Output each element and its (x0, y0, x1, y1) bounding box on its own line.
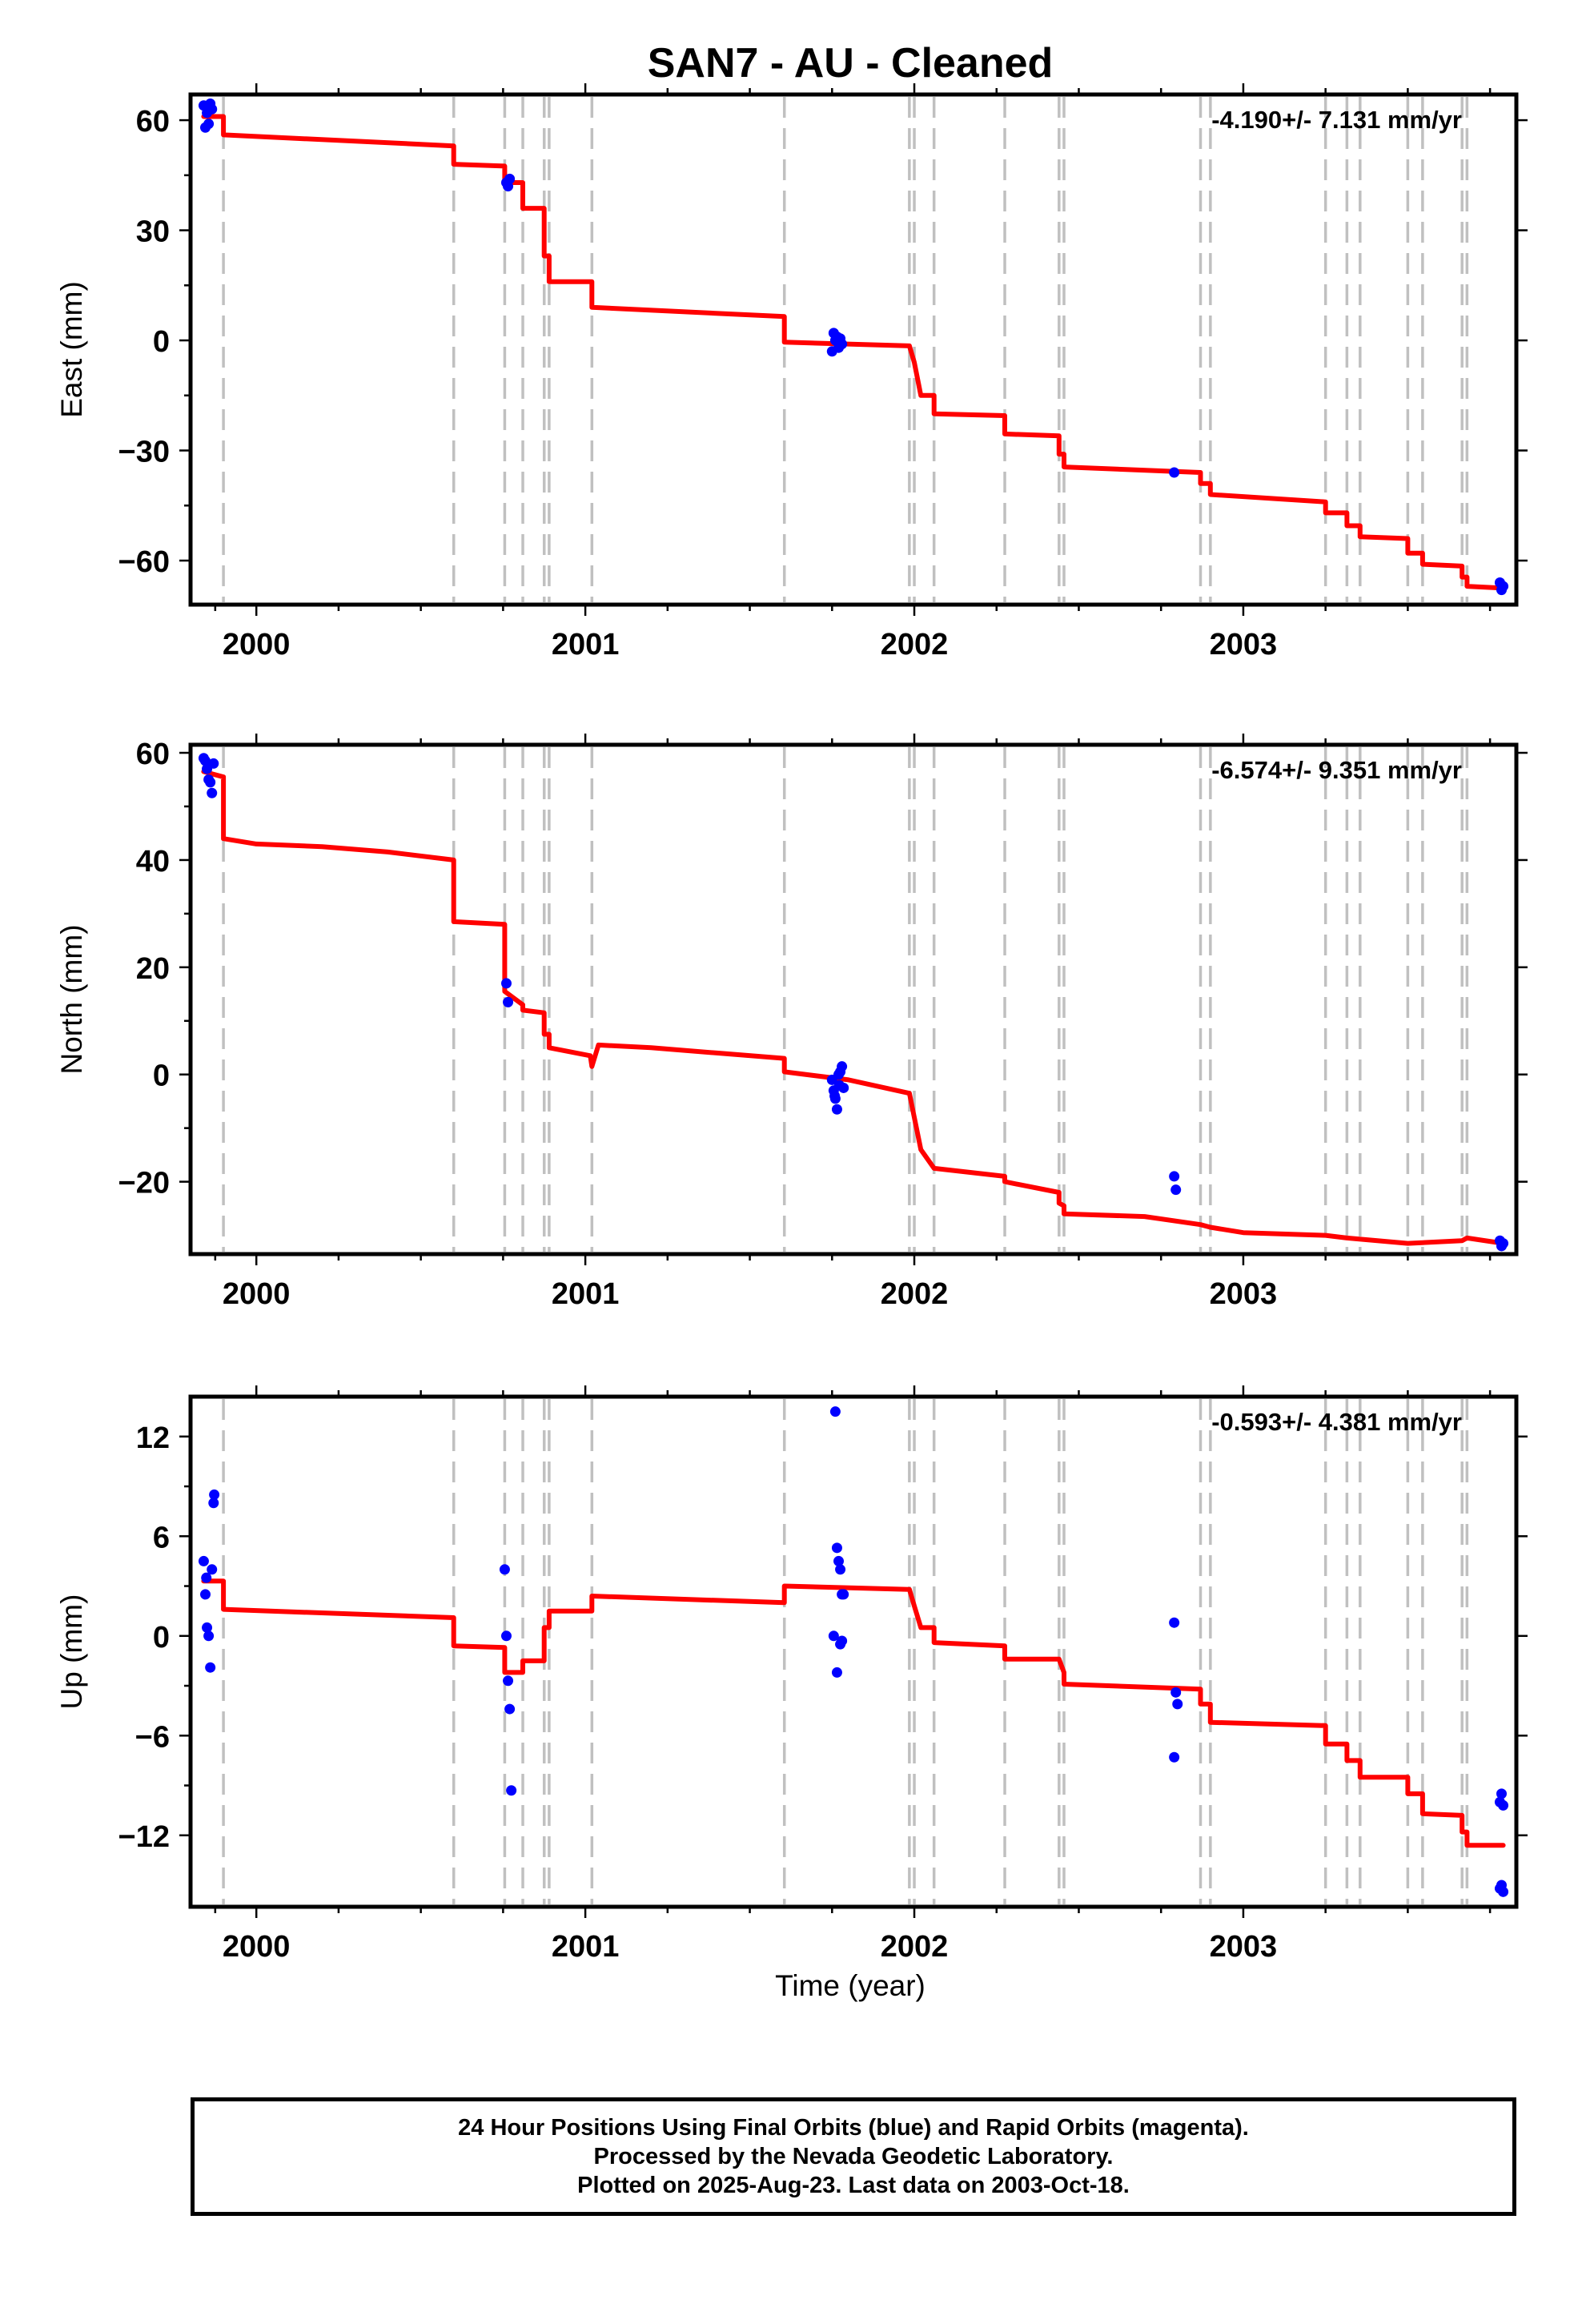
x-tick-label: 2000 (223, 628, 291, 661)
y-tick-label: 0 (153, 1621, 170, 1655)
y-axis-label: East (mm) (55, 281, 88, 418)
y-tick-label: 30 (136, 215, 170, 249)
y-tick-label: −60 (118, 545, 170, 579)
y-tick-label: 0 (153, 325, 170, 359)
model-line (201, 114, 1506, 591)
y-tick-label: 20 (136, 952, 170, 986)
data-point (205, 1662, 216, 1673)
data-point (504, 173, 516, 184)
data-point (835, 1564, 846, 1575)
data-point (499, 1564, 510, 1575)
data-point (208, 1498, 219, 1509)
x-tick-label: 2002 (881, 1277, 949, 1311)
data-point (198, 1555, 209, 1566)
x-tick-label: 2001 (552, 1277, 620, 1311)
footer-line-1: 24 Hour Positions Using Final Orbits (bl… (458, 2115, 1249, 2141)
data-point (1498, 581, 1509, 592)
y-axis-label: Up (mm) (55, 1594, 88, 1710)
data-point (207, 1564, 218, 1575)
x-tick-label: 2002 (881, 628, 949, 661)
y-tick-label: 40 (136, 845, 170, 879)
data-point (500, 1630, 512, 1642)
data-point (500, 978, 512, 989)
y-axis-label: North (mm) (55, 924, 88, 1074)
data-point (207, 103, 218, 115)
panel-frame (188, 92, 1519, 607)
y-tick-label: 6 (153, 1521, 170, 1554)
data-point (1169, 1171, 1180, 1182)
panel-1: 2000 2001 2002 2003 60 30 0 −30 −60 East (mm) -4.1… (55, 83, 1528, 661)
data-point (207, 787, 218, 798)
rate-label: -4.190+/- 7.131 mm/yr (1211, 106, 1462, 134)
data-point (828, 1630, 839, 1642)
x-tick-label: 2003 (1210, 628, 1278, 661)
y-tick-label: −6 (135, 1720, 170, 1754)
y-tick-label: −20 (118, 1167, 170, 1200)
data-point (205, 777, 216, 788)
data-point (1496, 1788, 1508, 1799)
data-point (504, 1703, 516, 1715)
data-point (833, 1080, 845, 1091)
data-point (831, 1667, 842, 1678)
data-point (837, 339, 848, 350)
data-point (208, 758, 219, 769)
data-point (506, 1785, 517, 1796)
data-point (1498, 1886, 1509, 1897)
x-tick-label: 2000 (223, 1277, 291, 1311)
rate-label: -0.593+/- 4.381 mm/yr (1211, 1408, 1462, 1436)
model-line (201, 1578, 1506, 1848)
panel-frame (188, 742, 1519, 1256)
data-point (202, 1622, 213, 1633)
data-point (838, 1589, 849, 1600)
footer-line-2: Processed by the Nevada Geodetic Laborat… (593, 2144, 1114, 2169)
data-point (1170, 1184, 1182, 1196)
data-point (833, 1555, 845, 1566)
y-tick-label: −12 (118, 1820, 170, 1854)
data-point (826, 346, 837, 357)
footer-box: 24 Hour Positions Using Final Orbits (bl… (191, 2097, 1516, 2216)
data-point (829, 1406, 841, 1417)
data-point (837, 1061, 848, 1072)
data-point (199, 1589, 211, 1600)
chart-title: SAN7 - AU - Cleaned (648, 40, 1054, 86)
x-tick-label: 2000 (223, 1930, 291, 1964)
y-tick-label: 12 (136, 1421, 170, 1455)
y-tick-label: −30 (118, 436, 170, 469)
data-point (199, 755, 211, 766)
data-point (1170, 1687, 1182, 1698)
data-point (503, 996, 514, 1007)
footer-line-3: Plotted on 2025-Aug-23. Last data on 200… (577, 2173, 1130, 2198)
y-tick-label: 60 (136, 738, 170, 771)
data-point (831, 1542, 842, 1554)
panel-2: 2000 2001 2002 2003 60 40 20 0 −20 North (mm) -6.5… (55, 734, 1528, 1311)
data-point (1172, 1699, 1183, 1710)
x-axis-label: Time (year) (775, 1969, 926, 2002)
data-point (831, 1104, 842, 1115)
x-tick-label: 2002 (881, 1930, 949, 1964)
data-point (199, 122, 211, 133)
data-point (829, 1091, 841, 1102)
rate-label: -6.574+/- 9.351 mm/yr (1211, 756, 1462, 784)
data-point (837, 1635, 848, 1647)
y-tick-label: 0 (153, 1059, 170, 1093)
x-tick-label: 2003 (1210, 1277, 1278, 1311)
data-point (1498, 1238, 1509, 1249)
x-tick-label: 2001 (552, 628, 620, 661)
y-tick-label: 60 (136, 105, 170, 139)
data-point (1169, 1751, 1180, 1763)
model-line (201, 769, 1506, 1246)
data-point (503, 1675, 514, 1687)
panel-3: 2000 2001 2002 2003 12 6 0 −6 −12 Up (mm) -0.593+/… (55, 1385, 1528, 1964)
x-tick-label: 2003 (1210, 1930, 1278, 1964)
data-point (203, 1630, 215, 1642)
data-point (1169, 1617, 1180, 1628)
panel-frame (188, 1394, 1519, 1909)
data-point (1498, 1799, 1509, 1811)
data-point (1169, 467, 1180, 478)
x-tick-label: 2001 (552, 1930, 620, 1964)
data-point (209, 1489, 220, 1500)
data-point (201, 1572, 212, 1583)
